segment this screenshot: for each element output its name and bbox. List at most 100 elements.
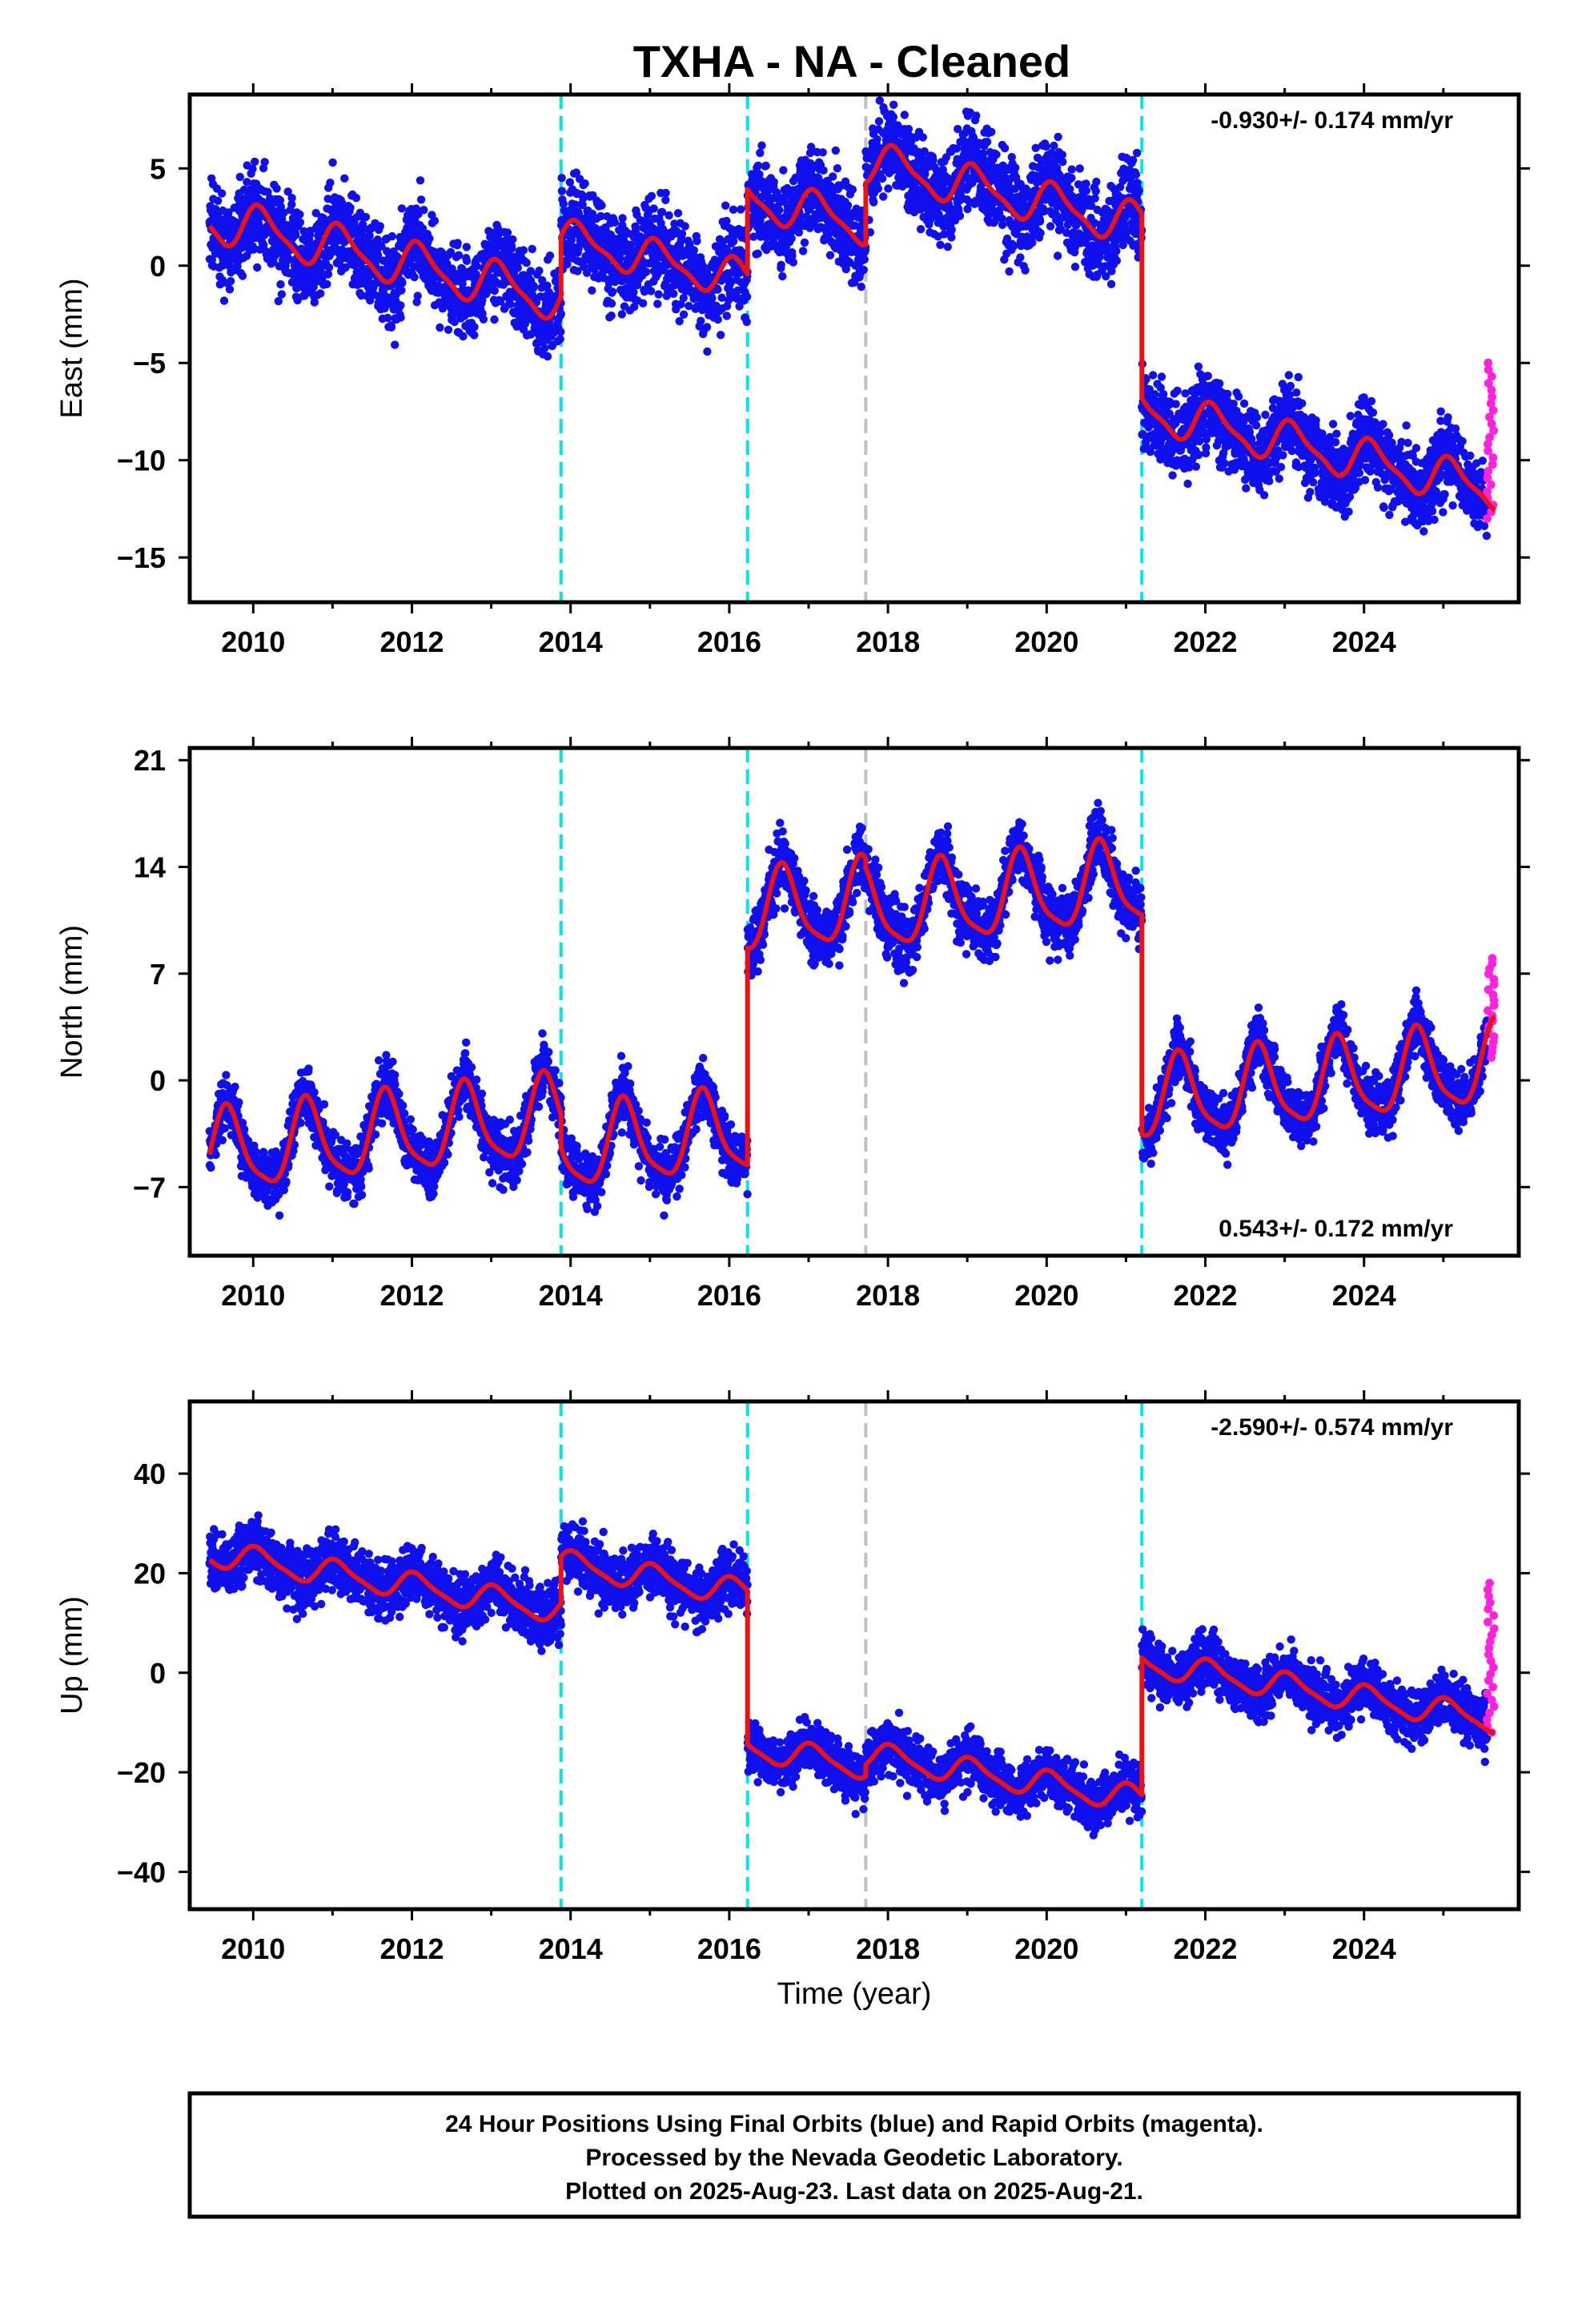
data-point (755, 170, 764, 179)
data-point (647, 191, 656, 200)
data-point (462, 243, 471, 251)
data-point (904, 124, 913, 134)
data-point (1332, 429, 1341, 438)
data-point (649, 204, 658, 213)
data-point (987, 127, 996, 136)
data-point (272, 184, 281, 193)
data-point (729, 205, 738, 214)
data-point (677, 229, 687, 239)
data-point (1234, 392, 1243, 401)
data-point (391, 340, 400, 349)
data-point (1168, 471, 1177, 480)
data-point (693, 236, 701, 246)
data-point (478, 296, 487, 305)
data-point (1067, 165, 1076, 174)
data-point (646, 287, 656, 296)
data-point (1011, 163, 1020, 172)
data-point (1149, 371, 1158, 380)
data-point (943, 243, 953, 251)
data-point (397, 286, 406, 295)
data-point (1035, 217, 1045, 226)
data-point (556, 328, 565, 336)
data-point (323, 270, 333, 279)
data-point (756, 148, 765, 158)
data-point (729, 237, 738, 246)
data-point (361, 212, 371, 222)
data-point (777, 260, 785, 269)
data-point (669, 289, 678, 298)
data-point (1203, 372, 1213, 380)
data-point (689, 246, 698, 255)
data-point (1028, 238, 1037, 247)
data-point (681, 222, 689, 231)
data-point (582, 268, 592, 277)
data-point (608, 287, 617, 296)
data-point (710, 255, 720, 264)
data-point (579, 262, 588, 271)
data-point (877, 174, 887, 183)
data-point (1195, 450, 1203, 460)
data-point (1261, 410, 1270, 420)
data-point (1275, 474, 1284, 483)
data-point (538, 275, 547, 285)
data-point (462, 256, 472, 265)
data-point (618, 214, 627, 223)
data-point (873, 135, 881, 144)
plot-area (205, 94, 1498, 602)
data-point (557, 187, 567, 195)
data-point (661, 188, 670, 198)
data-point (1112, 247, 1121, 255)
data-point (444, 325, 453, 334)
data-point (225, 285, 235, 294)
data-point (638, 299, 648, 308)
data-point (1220, 459, 1229, 468)
data-point (1229, 400, 1239, 408)
data-point (1294, 372, 1303, 382)
data-point (1053, 251, 1062, 260)
data-point (857, 282, 866, 292)
data-point (789, 258, 797, 267)
data-point (1091, 187, 1101, 195)
data-point (717, 331, 725, 340)
data-point (396, 313, 405, 322)
data-point (567, 235, 576, 244)
data-point (1279, 451, 1287, 460)
data-point (263, 187, 272, 196)
data-point (508, 244, 516, 253)
data-point (213, 196, 223, 205)
data-point (819, 166, 828, 175)
data-point (697, 316, 705, 325)
data-point (563, 259, 572, 269)
data-point (1306, 488, 1315, 497)
data-point (543, 281, 552, 290)
data-point (526, 267, 535, 275)
data-point (869, 198, 878, 207)
data-point (972, 111, 981, 120)
data-point (1195, 436, 1204, 446)
data-point (1183, 479, 1192, 489)
data-point (373, 251, 383, 259)
data-point (788, 251, 797, 260)
data-point (588, 286, 596, 295)
data-point (1075, 164, 1084, 173)
data-point (522, 259, 531, 267)
data-point (248, 164, 257, 174)
data-point (775, 206, 784, 215)
data-point (1082, 187, 1091, 195)
data-point (1346, 412, 1355, 420)
data-point (918, 133, 928, 142)
data-point (1251, 421, 1261, 430)
data-point (1311, 416, 1320, 425)
data-point (1016, 253, 1025, 262)
data-point (1000, 143, 1010, 153)
data-point (260, 158, 269, 167)
data-point (579, 194, 588, 203)
data-point (1021, 266, 1030, 275)
data-point (454, 251, 464, 259)
data-point (396, 301, 405, 310)
data-point (387, 231, 396, 241)
data-point (1344, 507, 1353, 517)
data-point (316, 289, 325, 298)
data-point (535, 266, 544, 275)
